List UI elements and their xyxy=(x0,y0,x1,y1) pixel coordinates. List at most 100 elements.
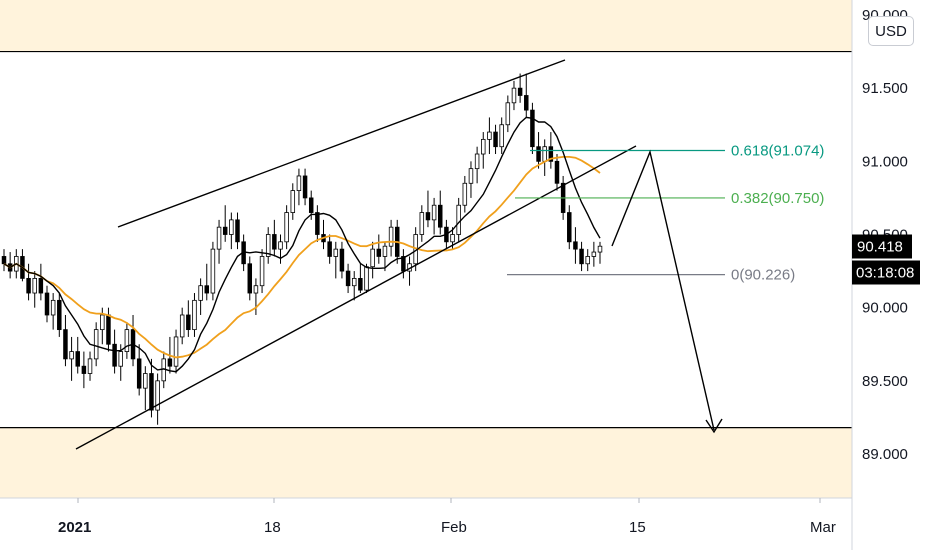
ma-fast-line xyxy=(3,116,601,373)
date-tick-label: Mar xyxy=(810,519,836,536)
price-tick-label: 89.500 xyxy=(862,373,908,390)
candle-up xyxy=(173,336,179,367)
fib-level-label: 0.382(90.750) xyxy=(731,190,824,207)
candle-down xyxy=(554,160,560,184)
candle-down xyxy=(425,212,431,221)
candle-up xyxy=(431,204,437,221)
candle-down xyxy=(81,365,87,374)
currency-badge[interactable]: USD xyxy=(868,16,914,46)
candle-down xyxy=(75,351,80,367)
candle-up xyxy=(253,285,259,294)
candle-up xyxy=(474,153,480,170)
candle-down xyxy=(579,248,584,265)
candle-up xyxy=(192,299,197,331)
candle-up xyxy=(382,245,388,257)
candle-down xyxy=(530,109,535,148)
candle-up xyxy=(118,351,123,367)
candle-down xyxy=(106,314,111,345)
candle-up xyxy=(69,351,74,360)
candle-up xyxy=(511,87,517,104)
current-price-box xyxy=(852,234,912,259)
candle-down xyxy=(517,87,523,96)
candle-down xyxy=(376,248,382,257)
candle-down xyxy=(358,277,363,291)
projection-path xyxy=(611,149,715,431)
current-price-label: 90.418 xyxy=(857,238,903,255)
candle-up xyxy=(93,329,99,360)
candle-up xyxy=(210,248,216,294)
candle-down xyxy=(524,95,529,111)
candle-down xyxy=(204,285,210,294)
date-tick-label: 15 xyxy=(629,519,646,536)
candle-down xyxy=(1,256,7,265)
candle-down xyxy=(167,358,173,367)
candle-down xyxy=(57,299,62,331)
candle-down xyxy=(44,292,50,316)
candle-down xyxy=(63,329,68,360)
candle-up xyxy=(591,251,597,257)
candle-up xyxy=(388,226,394,247)
candle-up xyxy=(290,190,296,213)
candle-up xyxy=(216,226,222,250)
candle-up xyxy=(50,299,56,316)
countdown-box xyxy=(852,260,920,285)
candle-up xyxy=(370,248,375,268)
candle-down xyxy=(438,204,443,228)
candle-up xyxy=(585,256,590,265)
candle-up xyxy=(462,182,468,206)
candle-up xyxy=(419,212,425,235)
candle-down xyxy=(247,263,253,294)
candle-up xyxy=(229,219,234,235)
candle-up xyxy=(143,373,148,389)
candle-down xyxy=(327,241,332,257)
fib-level-label: 0(90.226) xyxy=(731,267,795,284)
price-tick-label: 91.500 xyxy=(862,80,908,97)
candle-down xyxy=(272,234,277,250)
candle-up xyxy=(124,329,130,352)
candle-up xyxy=(100,314,105,331)
candle-down xyxy=(302,175,308,199)
countdown-label: 03:18:08 xyxy=(856,264,914,281)
candle-up xyxy=(198,285,203,301)
candle-down xyxy=(222,226,228,235)
candle-up xyxy=(481,138,486,155)
candle-up xyxy=(468,168,474,184)
channel-upper-line xyxy=(117,59,566,228)
candle-up xyxy=(278,241,283,250)
candle-up xyxy=(155,380,160,411)
date-tick-label: 2021 xyxy=(58,519,91,536)
candle-up xyxy=(32,277,37,294)
candle-up xyxy=(542,146,547,162)
candle-down xyxy=(26,277,31,294)
candle-up xyxy=(505,102,511,126)
zone-support xyxy=(0,427,852,498)
candle-down xyxy=(536,146,541,162)
candle-down xyxy=(315,212,320,235)
candle-up xyxy=(87,358,93,374)
candle-down xyxy=(345,270,351,287)
candle-down xyxy=(235,219,240,243)
candle-up xyxy=(499,124,504,148)
ma-slow-line xyxy=(3,156,601,359)
candle-up xyxy=(179,314,185,338)
candle-up xyxy=(284,212,289,243)
candle-down xyxy=(567,212,572,243)
price-tick-label: 89.000 xyxy=(862,446,908,463)
candle-up xyxy=(364,266,369,291)
candle-down xyxy=(38,277,44,294)
candle-up xyxy=(597,245,603,253)
candle-down xyxy=(186,314,191,331)
zone-resistance xyxy=(0,0,852,52)
candle-down xyxy=(136,358,142,389)
candle-down xyxy=(548,146,554,162)
candle-down xyxy=(308,197,314,213)
channel-lower-line xyxy=(75,145,637,450)
candle-up xyxy=(259,256,265,287)
fib-level-label: 0.618(91.074) xyxy=(731,143,824,160)
candle-up xyxy=(296,175,302,191)
price-tick-label: 91.000 xyxy=(862,153,908,170)
candle-up xyxy=(487,131,492,140)
candle-down xyxy=(112,343,117,367)
